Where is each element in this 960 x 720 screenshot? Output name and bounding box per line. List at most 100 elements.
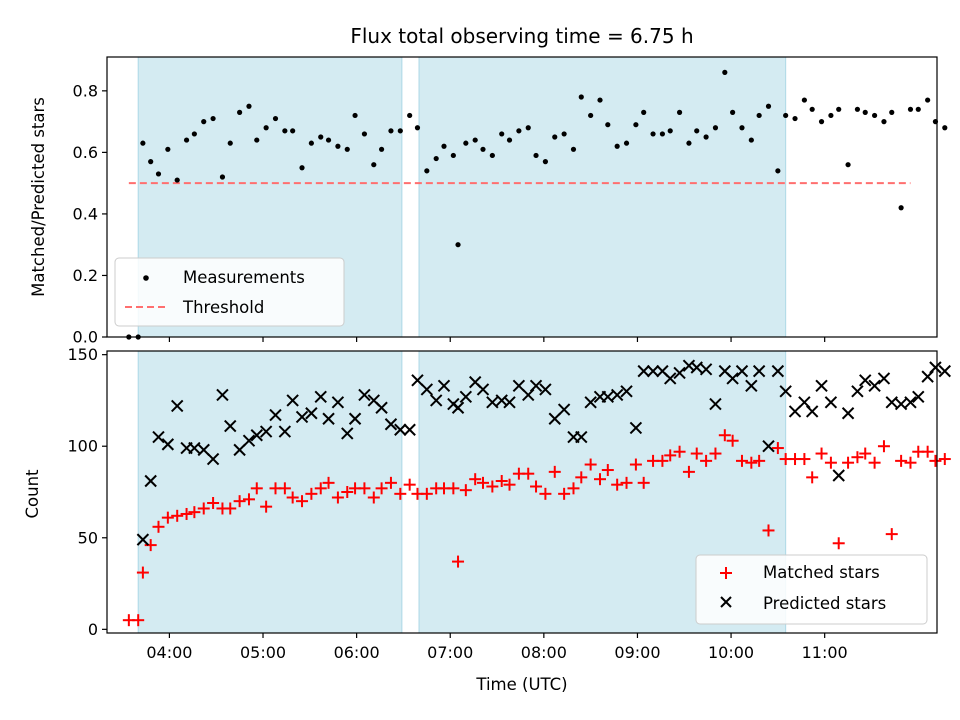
data-point	[144, 474, 157, 488]
data-point	[815, 379, 828, 392]
data-point	[735, 454, 748, 467]
legend-predicted-label: Predicted stars	[763, 594, 886, 613]
data-point	[148, 159, 154, 165]
data-point	[242, 434, 256, 447]
data-point	[486, 480, 499, 493]
data-point	[659, 131, 666, 137]
data-point	[646, 364, 660, 378]
data-point	[384, 476, 397, 489]
data-point	[809, 106, 815, 112]
data-point	[558, 487, 571, 500]
data-point	[278, 425, 292, 438]
data-point	[314, 390, 327, 403]
data-point	[259, 425, 273, 438]
data-point	[424, 168, 430, 174]
data-point	[219, 174, 226, 180]
data-point	[394, 487, 407, 500]
data-point	[614, 143, 620, 149]
data-point	[841, 407, 855, 420]
bottom-y-ticks: 0 50 100 150	[67, 345, 107, 639]
data-point	[726, 372, 739, 385]
data-point	[894, 397, 908, 411]
data-point	[420, 383, 434, 396]
data-point	[664, 372, 677, 385]
data-point	[516, 128, 522, 134]
data-point	[411, 374, 424, 387]
data-point	[331, 491, 344, 504]
data-point	[667, 128, 673, 134]
data-point	[250, 482, 263, 495]
data-point	[260, 500, 273, 513]
data-point	[403, 423, 416, 436]
data-point	[161, 438, 175, 451]
data-point	[472, 137, 478, 143]
data-point	[756, 112, 762, 119]
data-point	[414, 125, 421, 131]
data-point	[907, 106, 914, 112]
data-point	[605, 122, 611, 128]
data-point	[140, 140, 146, 146]
data-point	[904, 396, 917, 409]
data-point	[233, 495, 246, 508]
bottom-legend: Matched stars Predicted stars	[695, 554, 928, 625]
data-point	[806, 471, 819, 484]
data-point	[335, 143, 341, 149]
data-point	[394, 423, 407, 436]
data-point	[495, 475, 508, 488]
data-point	[227, 140, 233, 146]
data-point	[842, 456, 855, 469]
data-point	[341, 427, 354, 440]
data-point	[286, 491, 299, 504]
data-point	[144, 539, 157, 552]
data-point	[152, 520, 165, 533]
data-point	[506, 137, 513, 143]
data-point	[561, 131, 567, 137]
data-point	[557, 403, 571, 416]
data-point	[450, 152, 456, 159]
data-point	[690, 361, 703, 374]
data-point	[530, 480, 543, 493]
data-point	[929, 361, 942, 374]
data-point	[216, 388, 229, 402]
x-tick-label: 07:00	[427, 643, 473, 662]
data-point	[871, 112, 878, 119]
data-point	[859, 374, 872, 387]
data-point	[792, 115, 798, 122]
data-point	[155, 171, 162, 177]
data-point	[748, 137, 754, 143]
x-tick-label: 06:00	[334, 643, 380, 662]
data-point	[575, 430, 588, 444]
data-point	[859, 447, 872, 460]
data-point	[629, 458, 642, 471]
data-point	[207, 496, 220, 509]
data-point	[889, 109, 895, 115]
data-point	[552, 134, 558, 140]
data-point	[801, 97, 807, 103]
data-point	[295, 410, 309, 424]
data-point	[224, 419, 237, 433]
data-point	[620, 476, 633, 489]
top-panel: 0.00.20.40.60.8 Matched/Predicted stars …	[29, 56, 948, 347]
legend-measurements-label: Measurements	[183, 268, 305, 287]
y-tick-label: 0.4	[73, 204, 98, 223]
data-point	[344, 146, 350, 152]
legend-threshold-label: Threshold	[182, 298, 264, 317]
shaded-interval-2	[418, 56, 787, 338]
data-point	[441, 143, 447, 149]
data-point	[161, 511, 174, 524]
data-point	[851, 385, 864, 398]
shaded-interval-1	[137, 350, 403, 634]
data-point	[325, 137, 332, 143]
data-point	[885, 528, 898, 541]
count-points	[122, 359, 952, 627]
data-point	[765, 103, 772, 109]
data-point	[171, 509, 184, 522]
data-point	[915, 106, 921, 112]
data-point	[921, 445, 934, 458]
x-tick-label: 10:00	[708, 643, 754, 662]
data-point	[712, 125, 719, 131]
data-point	[709, 397, 722, 411]
y-tick-label: 0.2	[73, 266, 98, 285]
legend-predicted-marker	[720, 596, 732, 608]
x-axis-label: Time (UTC)	[475, 675, 567, 694]
